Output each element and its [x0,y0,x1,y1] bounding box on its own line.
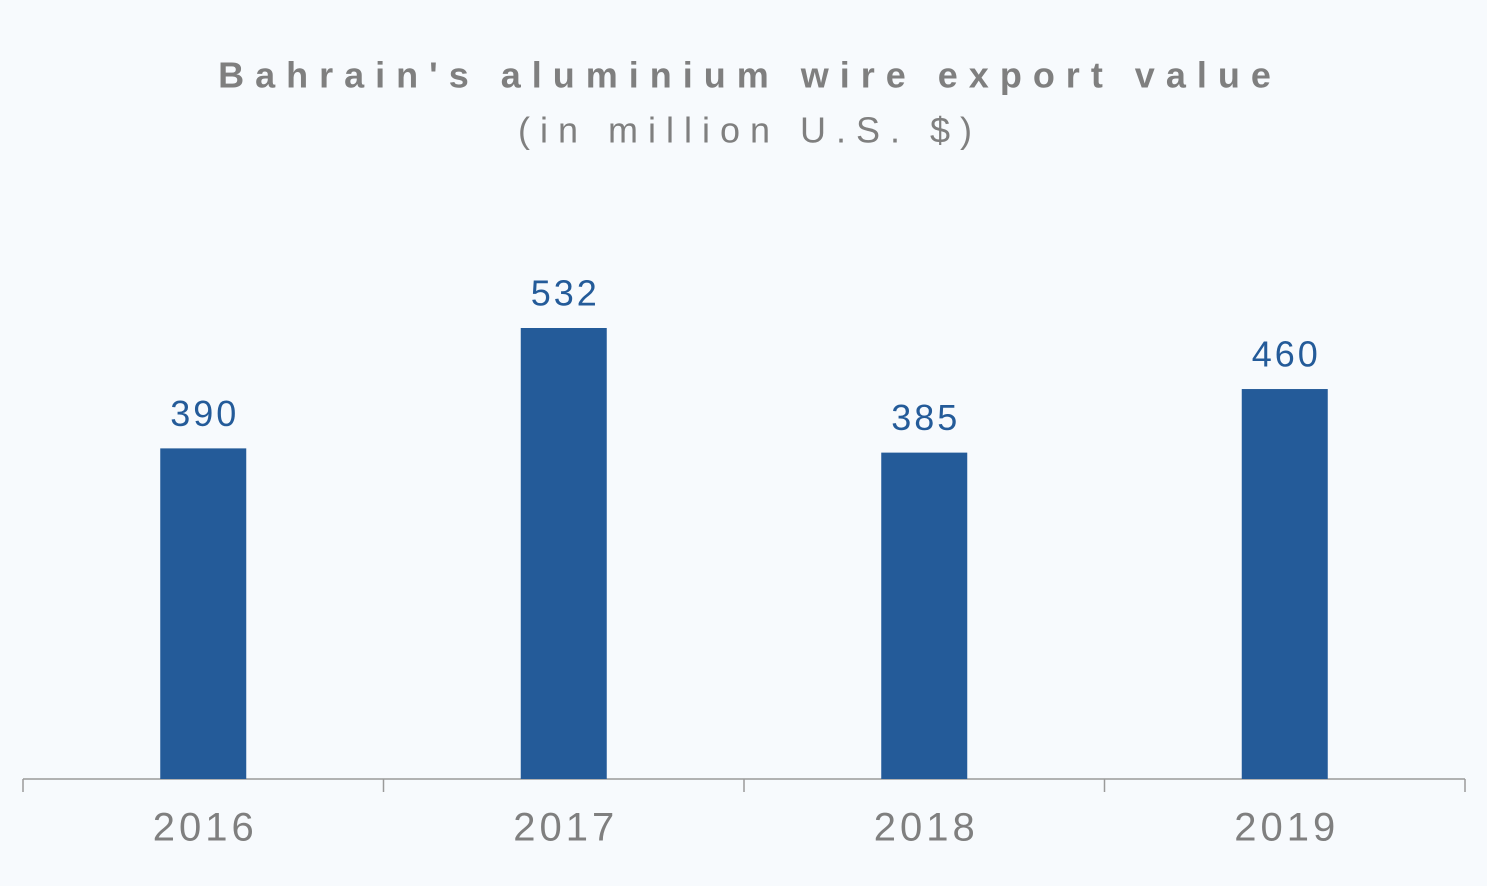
x-tick-label: 2018 [874,806,979,850]
bar [1241,389,1328,779]
x-tick-label: 2019 [1234,806,1339,850]
value-label: 532 [531,273,600,314]
value-label: 385 [891,397,960,438]
x-tick-label: 2016 [153,806,258,850]
chart-subtitle: (in million U.S. $) [518,110,982,151]
value-label: 390 [170,393,239,434]
bar [520,328,607,779]
x-tick-label: 2017 [513,806,618,850]
value-label: 460 [1252,334,1321,375]
bar [160,448,247,779]
chart-title: Bahrain's aluminium wire export value [218,55,1282,96]
bar [881,452,968,779]
